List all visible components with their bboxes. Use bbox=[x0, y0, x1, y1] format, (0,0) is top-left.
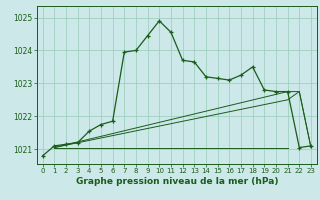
X-axis label: Graphe pression niveau de la mer (hPa): Graphe pression niveau de la mer (hPa) bbox=[76, 177, 278, 186]
